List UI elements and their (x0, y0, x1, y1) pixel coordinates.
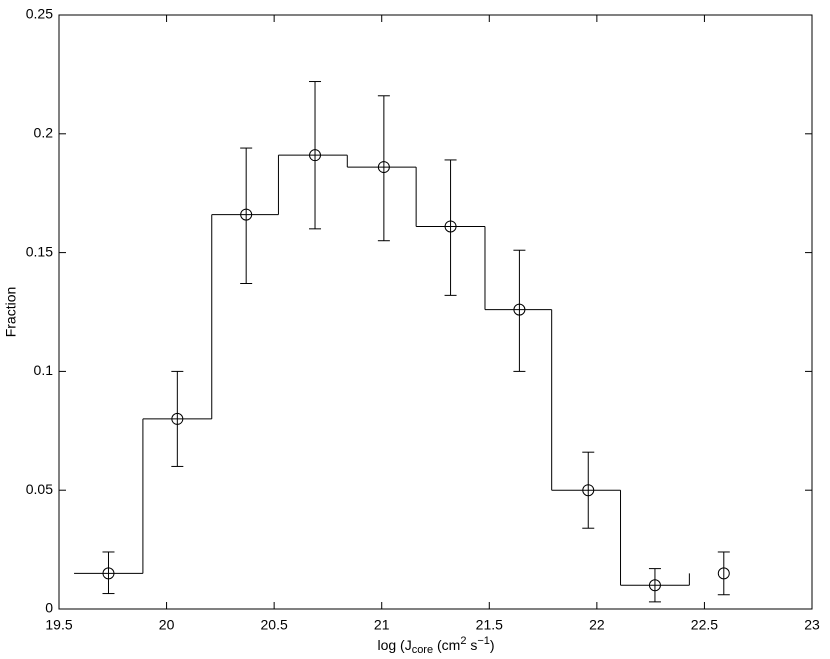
x-axis-label: log (Jcore (cm2 s−1) (377, 635, 494, 656)
data-point (444, 220, 457, 233)
y-tick-label: 0.1 (34, 362, 54, 378)
x-label-part: log (J (377, 637, 411, 653)
x-label-part: (cm (433, 637, 460, 653)
data-point (582, 484, 595, 497)
x-label-part: s (466, 637, 477, 653)
x-tick-label: 21.5 (476, 617, 503, 633)
x-tick-label: 21 (374, 617, 390, 633)
y-tick-label: 0.2 (34, 125, 54, 141)
x-tick-label: 23 (804, 617, 820, 633)
y-axis-label: Fraction (3, 287, 19, 338)
y-tick-label: 0.25 (26, 6, 53, 22)
y-tick-label: 0.15 (26, 243, 53, 259)
y-tick-label: 0.05 (26, 481, 53, 497)
x-label-sub: core (412, 644, 433, 656)
x-tick-label: 22 (589, 617, 605, 633)
data-point (648, 579, 661, 592)
y-tick-label: 0 (45, 600, 53, 616)
x-tick-label: 20.5 (261, 617, 288, 633)
data-point (377, 161, 390, 174)
data-point (513, 303, 526, 316)
plot-frame (58, 14, 813, 610)
x-label-sup: −1 (477, 635, 490, 647)
data-point (240, 208, 253, 221)
x-tick-label: 19.5 (45, 617, 72, 633)
x-tick-label: 20 (159, 617, 175, 633)
x-label-part: ) (490, 637, 495, 653)
data-point (171, 412, 184, 425)
data-point (717, 567, 730, 580)
data-point (309, 149, 322, 162)
data-point (102, 567, 115, 580)
x-tick-label: 22.5 (691, 617, 718, 633)
x-label-sup: 2 (460, 635, 466, 647)
